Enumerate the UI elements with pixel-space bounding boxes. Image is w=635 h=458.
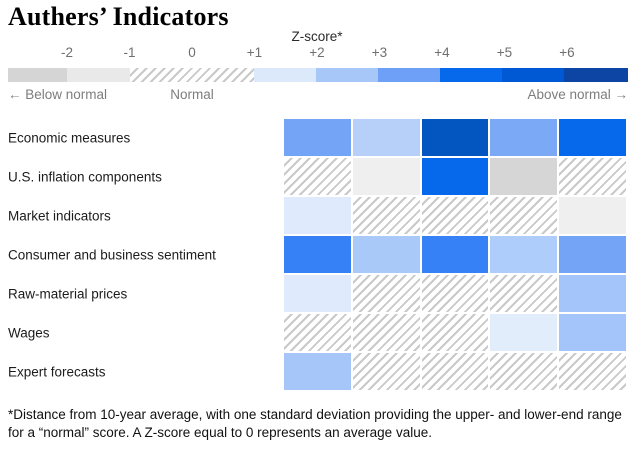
scale-tick: +2 (309, 45, 325, 60)
heatmap-cell (559, 275, 626, 312)
heatmap-cell (284, 275, 351, 312)
row-label: Raw-material prices (8, 286, 128, 301)
row-label: Expert forecasts (8, 364, 106, 379)
heatmap-cell (490, 314, 558, 351)
heatmap-cell (490, 158, 558, 195)
heatmap-cell-normal (559, 158, 626, 195)
heatmap-cell (421, 158, 489, 195)
scale-segment (378, 68, 440, 82)
heatmap-cell-normal (352, 197, 420, 234)
row-label: U.S. inflation components (8, 169, 162, 184)
heatmap-row (284, 353, 626, 390)
heatmap-cell (559, 197, 626, 234)
row-label: Consumer and business sentiment (8, 247, 216, 262)
scale-tick: +5 (496, 45, 513, 60)
scale-tick: +6 (559, 45, 575, 60)
heatmap-row (284, 197, 626, 234)
zscore-axis-label: Z-score* (291, 29, 343, 44)
heatmap-cell-normal (490, 275, 558, 312)
scale-segment (67, 68, 130, 82)
heatmap-cell-normal (490, 353, 558, 390)
row-label: Wages (8, 325, 50, 340)
legend-below-normal: ← Below normal (8, 87, 108, 102)
heatmap-cell-normal (559, 353, 626, 390)
scale-tick: +1 (246, 45, 263, 60)
scale-tick: 0 (188, 45, 196, 60)
heatmap-row (284, 275, 626, 312)
heatmap-cell (284, 197, 351, 234)
scale-segment (502, 68, 564, 82)
heatmap-row (284, 236, 626, 273)
heatmap-cell (421, 119, 489, 156)
scale-tick: +3 (371, 45, 388, 60)
scale-bar (8, 68, 628, 82)
legend-normal: Normal (170, 87, 214, 102)
scale-segment-hatched (130, 68, 254, 82)
heatmap-cell (352, 158, 420, 195)
heatmap-cell-normal (352, 353, 420, 390)
heatmap-cell-normal (284, 314, 351, 351)
heatmap-cell-normal (421, 353, 489, 390)
heatmap-row (284, 158, 626, 195)
heatmap-cell (490, 236, 558, 273)
heatmap-cell (490, 119, 558, 156)
heatmap-cell (559, 119, 626, 156)
heatmap-cell (352, 119, 420, 156)
scale-segment (254, 68, 316, 82)
scale-tick: -2 (60, 45, 74, 60)
heatmap-cell-normal (421, 314, 489, 351)
legend-above-normal: Above normal → (527, 87, 628, 102)
page-title: Authers’ Indicators (8, 2, 229, 31)
heatmap-cell (284, 119, 351, 156)
scale-segment (564, 68, 628, 82)
heatmap-row (284, 119, 626, 156)
heatmap-cell (421, 236, 489, 273)
heatmap-cell-normal (421, 197, 489, 234)
scale-segment (316, 68, 378, 82)
heatmap-cell-normal (490, 197, 558, 234)
row-label: Economic measures (8, 130, 131, 145)
footnote: *Distance from 10-year average, with one… (8, 406, 630, 442)
heatmap-cell (284, 353, 351, 390)
heatmap-cell-normal (352, 314, 420, 351)
row-label: Market indicators (8, 208, 111, 223)
scale-segment (8, 68, 67, 82)
footnote-line-1: *Distance from 10-year average, with one… (8, 407, 622, 422)
heatmap-cell (352, 236, 420, 273)
scale-tick: +4 (434, 45, 450, 60)
heatmap-cell (559, 314, 626, 351)
heatmap-cell-normal (421, 275, 489, 312)
heatmap-cell (284, 236, 351, 273)
heatmap-row (284, 314, 626, 351)
footnote-line-2: for a “normal” score. A Z-score equal to… (8, 425, 432, 440)
heatmap-cell (559, 236, 626, 273)
heatmap-cell-normal (352, 275, 420, 312)
scale-tick: -1 (123, 45, 136, 60)
heatmap-cell-normal (284, 158, 351, 195)
scale-segment (440, 68, 502, 82)
